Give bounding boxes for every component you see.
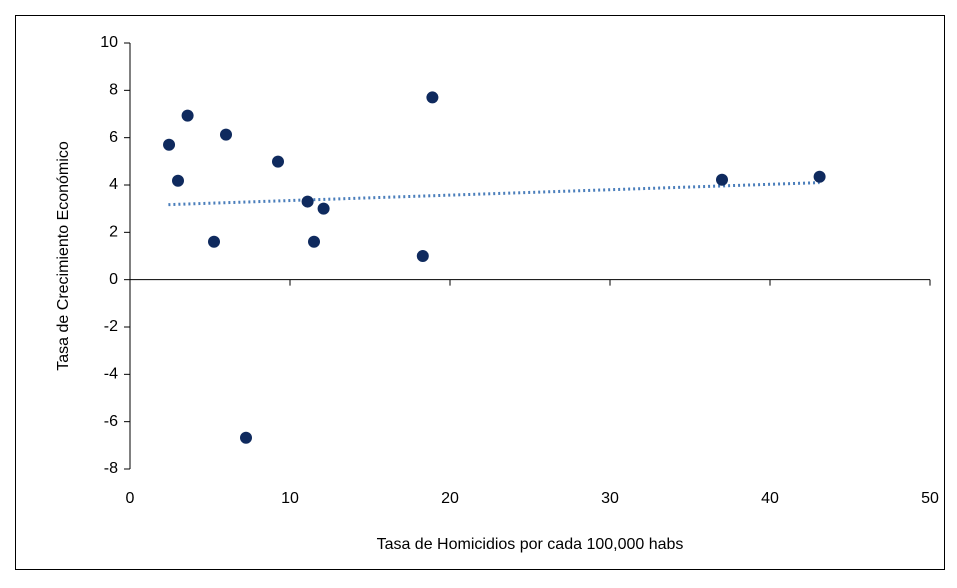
y-tick-label: 10 xyxy=(100,34,118,51)
x-tick-label: 10 xyxy=(281,490,299,507)
point xyxy=(308,235,320,248)
point xyxy=(208,235,220,248)
y-tick-label: -2 xyxy=(104,318,118,335)
y-tick-label: 0 xyxy=(109,271,118,288)
y-tick-label: 6 xyxy=(109,129,118,146)
point xyxy=(716,173,728,186)
y-tick-label: 4 xyxy=(109,176,118,193)
point xyxy=(813,170,826,183)
y-tick-label: 8 xyxy=(109,82,118,99)
y-tick-label: -4 xyxy=(104,366,118,383)
point xyxy=(416,250,429,262)
point xyxy=(240,431,252,444)
x-tick-label: 20 xyxy=(441,490,459,507)
x-tick-label: 30 xyxy=(601,490,619,507)
point xyxy=(272,155,284,168)
x-tick-label: 50 xyxy=(921,490,939,507)
point xyxy=(172,174,184,187)
point xyxy=(317,202,330,215)
chart-border xyxy=(15,15,945,570)
x-tick-label: 0 xyxy=(126,490,135,507)
y-tick-label: -6 xyxy=(104,413,118,430)
point xyxy=(301,195,314,208)
y-tick-label: -8 xyxy=(104,460,118,477)
x-tick-label: 40 xyxy=(761,490,779,507)
x-axis-label: Tasa de Homicidios por cada 100,000 habs xyxy=(377,536,684,553)
y-axis-label: Tasa de Crecimiento Económico xyxy=(55,141,72,371)
point xyxy=(220,128,232,141)
point xyxy=(163,138,176,151)
point xyxy=(181,109,194,122)
trendline xyxy=(168,181,820,207)
point xyxy=(426,91,439,104)
y-tick-label: 2 xyxy=(109,224,118,241)
